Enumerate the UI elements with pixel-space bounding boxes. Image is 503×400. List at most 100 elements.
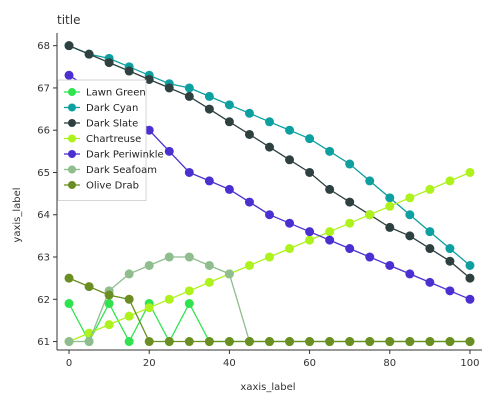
data-point-lawn-green <box>185 299 194 308</box>
x-tick-label: 40 <box>223 358 236 369</box>
data-point-chartreuse <box>305 236 314 245</box>
data-point-chartreuse <box>425 185 434 194</box>
data-point-dark-slate <box>265 143 274 152</box>
data-point-dark-periwinkle <box>465 295 474 304</box>
data-point-olive-drab <box>165 337 174 346</box>
y-tick-label: 66 <box>37 126 50 137</box>
data-point-dark-slate <box>305 168 314 177</box>
data-point-dark-cyan <box>365 176 374 185</box>
data-point-dark-slate <box>465 274 474 283</box>
y-tick-label: 63 <box>37 253 50 264</box>
data-point-dark-seafoam <box>165 253 174 262</box>
data-point-olive-drab <box>385 337 394 346</box>
data-point-chartreuse <box>125 312 134 321</box>
data-point-olive-drab <box>445 337 454 346</box>
data-point-chartreuse <box>245 261 254 270</box>
legend-swatch-dark-cyan <box>68 104 76 112</box>
data-point-dark-slate <box>325 185 334 194</box>
data-point-chartreuse <box>265 253 274 262</box>
data-point-olive-drab <box>365 337 374 346</box>
data-point-dark-cyan <box>205 92 214 101</box>
data-point-chartreuse <box>465 168 474 177</box>
data-point-dark-slate <box>245 130 254 139</box>
data-point-dark-periwinkle <box>185 168 194 177</box>
data-point-olive-drab <box>65 274 74 283</box>
data-point-olive-drab <box>305 337 314 346</box>
data-point-olive-drab <box>465 337 474 346</box>
series-line-lawn-green <box>69 304 470 342</box>
x-tick-label: 20 <box>143 358 156 369</box>
data-point-olive-drab <box>145 337 154 346</box>
data-point-dark-slate <box>205 105 214 114</box>
data-point-dark-slate <box>105 58 114 67</box>
data-point-dark-cyan <box>225 100 234 109</box>
data-point-dark-seafoam <box>85 337 94 346</box>
legend-label-dark-seafoam: Dark Seafoam <box>86 165 157 176</box>
legend: Lawn Green Dark Cyan Dark Slate Chartreuse D… <box>58 80 164 201</box>
data-point-dark-periwinkle <box>205 176 214 185</box>
data-point-dark-slate <box>405 231 414 240</box>
data-point-olive-drab <box>345 337 354 346</box>
x-tick-label: 0 <box>66 358 72 369</box>
data-point-dark-cyan <box>265 117 274 126</box>
data-point-olive-drab <box>85 282 94 291</box>
y-tick-label: 62 <box>37 295 50 306</box>
data-point-dark-cyan <box>185 83 194 92</box>
series-line-olive-drab <box>69 278 470 341</box>
legend-label-dark-cyan: Dark Cyan <box>86 103 138 114</box>
data-point-dark-seafoam <box>205 261 214 270</box>
data-point-dark-cyan <box>305 134 314 143</box>
data-point-chartreuse <box>385 202 394 211</box>
legend-label-chartreuse: Chartreuse <box>86 134 141 145</box>
data-point-olive-drab <box>125 295 134 304</box>
data-point-olive-drab <box>105 291 114 300</box>
data-point-olive-drab <box>185 337 194 346</box>
data-point-olive-drab <box>285 337 294 346</box>
data-point-olive-drab <box>325 337 334 346</box>
y-axis-title: yaxis_label <box>12 187 23 242</box>
data-point-dark-cyan <box>465 261 474 270</box>
legend-swatch-chartreuse <box>68 135 76 143</box>
data-point-dark-cyan <box>285 126 294 135</box>
y-tick-label: 64 <box>37 210 50 221</box>
data-point-dark-periwinkle <box>345 244 354 253</box>
data-point-lawn-green <box>65 299 74 308</box>
data-point-dark-periwinkle <box>65 71 74 80</box>
legend-label-dark-periwinkle: Dark Periwinkle <box>86 150 164 161</box>
legend-swatch-dark-seafoam <box>68 166 76 174</box>
y-tick-label: 61 <box>37 337 50 348</box>
data-point-chartreuse <box>105 320 114 329</box>
data-point-dark-slate <box>185 92 194 101</box>
data-point-dark-periwinkle <box>405 269 414 278</box>
data-point-chartreuse <box>205 278 214 287</box>
data-point-dark-slate <box>225 117 234 126</box>
legend-label-dark-slate: Dark Slate <box>86 119 138 130</box>
data-point-olive-drab <box>205 337 214 346</box>
data-point-dark-slate <box>65 41 74 50</box>
data-point-chartreuse <box>345 219 354 228</box>
data-point-olive-drab <box>225 337 234 346</box>
data-point-chartreuse <box>285 244 294 253</box>
data-point-dark-slate <box>425 244 434 253</box>
x-tick-label: 80 <box>383 358 396 369</box>
legend-swatch-lawn-green <box>68 88 76 96</box>
data-point-dark-cyan <box>425 227 434 236</box>
data-point-dark-seafoam <box>65 337 74 346</box>
data-point-lawn-green <box>125 337 134 346</box>
data-point-dark-periwinkle <box>385 261 394 270</box>
data-point-dark-slate <box>345 198 354 207</box>
data-point-dark-periwinkle <box>265 210 274 219</box>
data-point-chartreuse <box>445 176 454 185</box>
data-point-dark-seafoam <box>145 261 154 270</box>
data-point-dark-seafoam <box>225 269 234 278</box>
data-point-chartreuse <box>145 303 154 312</box>
data-point-dark-slate <box>445 257 454 266</box>
data-point-chartreuse <box>365 210 374 219</box>
data-point-chartreuse <box>185 286 194 295</box>
data-point-dark-cyan <box>445 244 454 253</box>
data-point-dark-periwinkle <box>305 227 314 236</box>
data-point-dark-cyan <box>245 109 254 118</box>
data-point-olive-drab <box>245 337 254 346</box>
legend-label-lawn-green: Lawn Green <box>86 88 146 99</box>
x-tick-label: 60 <box>303 358 316 369</box>
